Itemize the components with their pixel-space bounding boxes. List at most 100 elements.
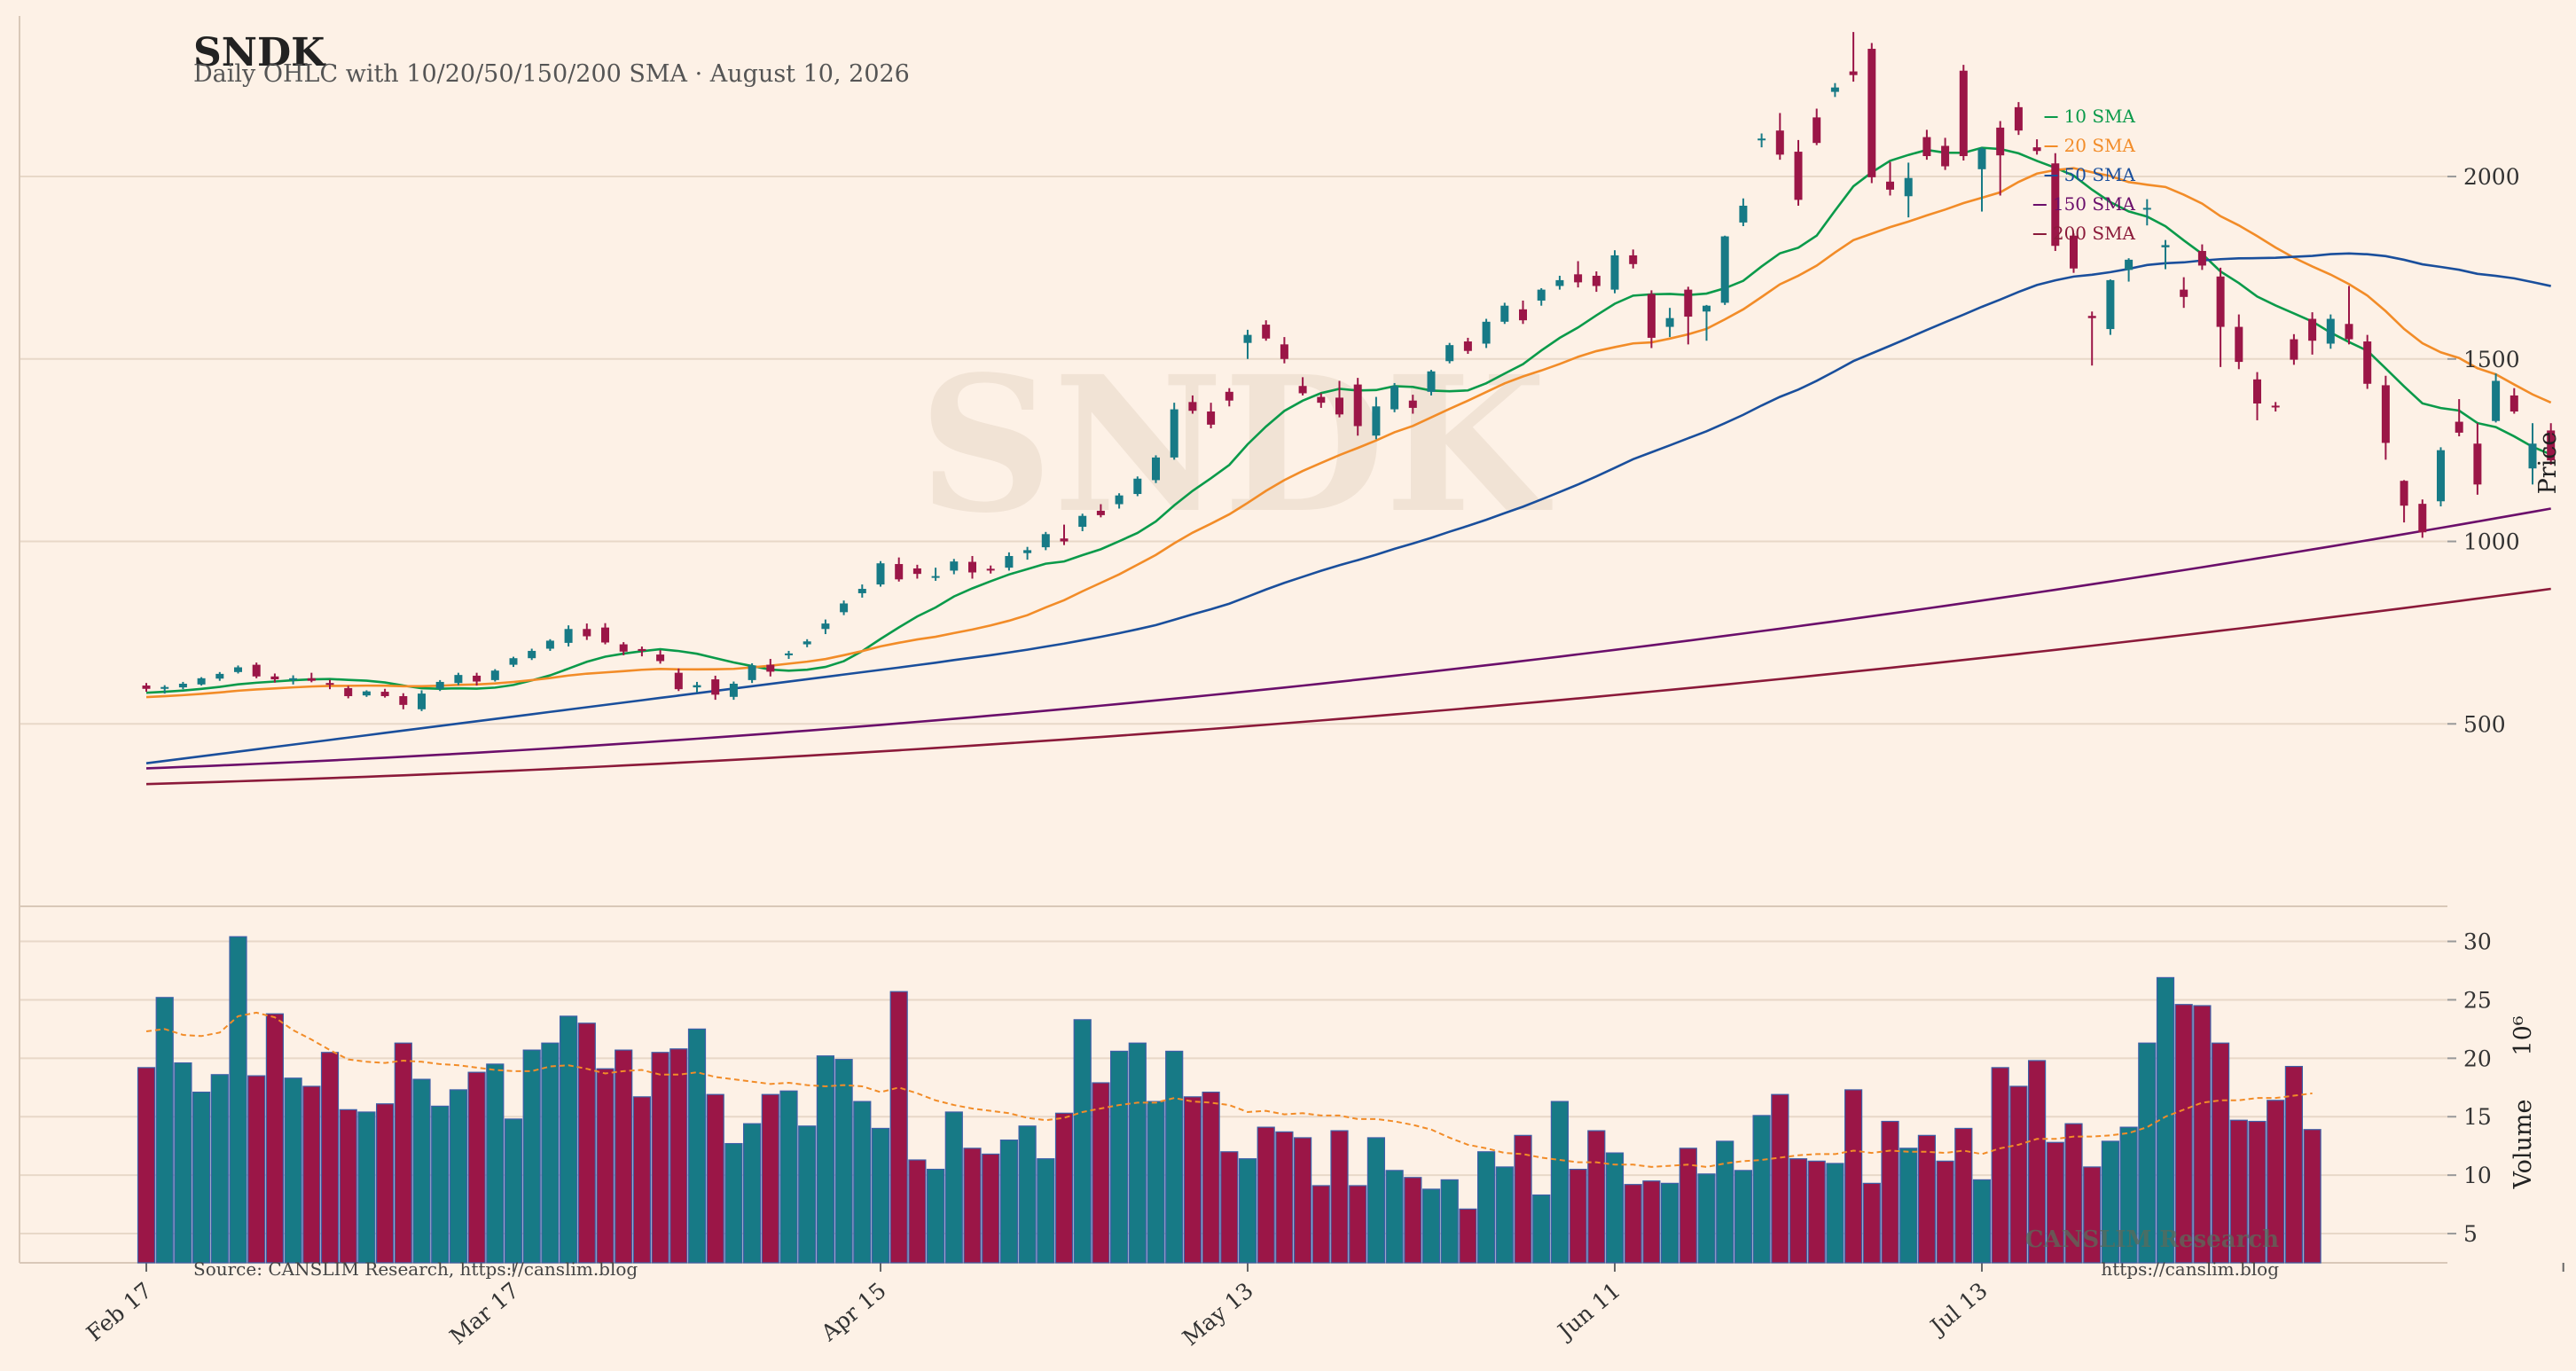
candle-body [1408,400,1417,408]
volume-bar [1844,1089,1863,1264]
candle [1317,393,1326,408]
candle [270,673,279,683]
volume-bar [761,1093,779,1264]
candle-body [1537,289,1546,301]
candle [1739,198,1748,227]
candle [528,648,536,661]
candle-body [2437,450,2445,502]
candle-body [178,684,187,688]
legend-label: 150 SMA [2053,193,2136,215]
x-tick-label: May 13 [1178,1277,1258,1351]
volume-bar [1881,1120,1899,1264]
volume-bars [137,936,2322,1264]
volume-bar [1165,1050,1184,1264]
brand-watermark: CANSLIM Research [2025,1226,2279,1253]
candle [1298,377,1307,396]
candle [509,656,518,668]
candle [1537,287,1546,306]
candle-body [1390,386,1399,410]
volume-bar [651,1052,669,1264]
volume-bar [982,1153,1000,1264]
volume-bar [2193,1005,2212,1264]
candle-body [912,568,921,575]
candle [1353,378,1362,436]
candle [1775,113,1784,161]
x-tick-label: Apr 15 [816,1277,891,1346]
legend: 10 SMA 20 SMA 50 SMA 150 SMA 200 SMA [2032,106,2136,244]
candle [1519,300,1527,325]
candle-body [197,678,206,685]
x-tick-label: Jul 13 [1923,1277,1993,1341]
candle-body [674,672,683,690]
candle [2418,499,2427,538]
candle [1372,396,1381,440]
candle-body [1959,70,1968,157]
price-tick-label: 1500 [2463,347,2520,372]
candle-body [1592,275,1601,286]
volume-bar [229,936,247,1264]
volume-bar [1697,1173,1716,1264]
candle [2106,279,2115,335]
candle [1463,337,1472,355]
candle-body [307,678,316,681]
candle [325,679,334,690]
volume-bar [1366,1137,1386,1264]
candle [2051,153,2060,251]
candle-body [362,691,371,696]
volume-moving-average [145,1011,2313,1168]
candle [1500,302,1509,325]
candle [2032,139,2041,155]
volume-bar [669,1048,688,1264]
candle [857,584,866,598]
candle [252,662,261,678]
candle [2547,423,2556,466]
volume-bar [1660,1182,1679,1264]
volume-bar [2248,1120,2267,1264]
volume-bar [999,1140,1019,1264]
candle-body [509,658,518,665]
volume-bar [2009,1085,2028,1264]
volume-bar [1752,1115,1771,1264]
volume-axis-unit: 10⁶ [2509,1015,2537,1055]
candle-body [1060,538,1069,542]
candle [711,675,720,701]
candle-body [2528,443,2537,469]
volume-bar [486,1063,505,1264]
candle [454,672,463,686]
candle [876,560,885,587]
volume-bar [1275,1131,1294,1264]
volume-bar [2138,1042,2157,1264]
candle [2473,423,2482,495]
candle-body [270,676,279,680]
candle-body [252,664,261,677]
candle-body [1170,409,1178,458]
volume-bar [2046,1141,2064,1264]
candle [1225,388,1233,407]
candle-body [1813,117,1821,144]
candle [2492,373,2501,423]
candle-body [2106,279,2115,330]
candle [161,685,169,694]
candle-body [986,568,995,571]
candle [2326,314,2335,349]
candle [1023,546,1032,560]
volume-bar [1147,1101,1165,1264]
volume-bar [724,1142,743,1264]
candle [2363,334,2372,389]
volume-bar [1991,1067,2009,1264]
volume-bar [449,1089,467,1264]
candle-body [1225,391,1233,401]
candle-body [1041,534,1050,548]
candle-body [2216,276,2225,327]
volume-bar [174,1062,192,1264]
candle [197,677,206,686]
candle-body [1758,138,1766,141]
candle [2087,311,2096,366]
candle-body [1335,397,1343,415]
volume-axis-label: Volume [2509,1100,2537,1190]
candle [1041,531,1050,551]
volume-bar [412,1078,431,1264]
candle [435,679,444,692]
candle-body [2345,324,2353,340]
